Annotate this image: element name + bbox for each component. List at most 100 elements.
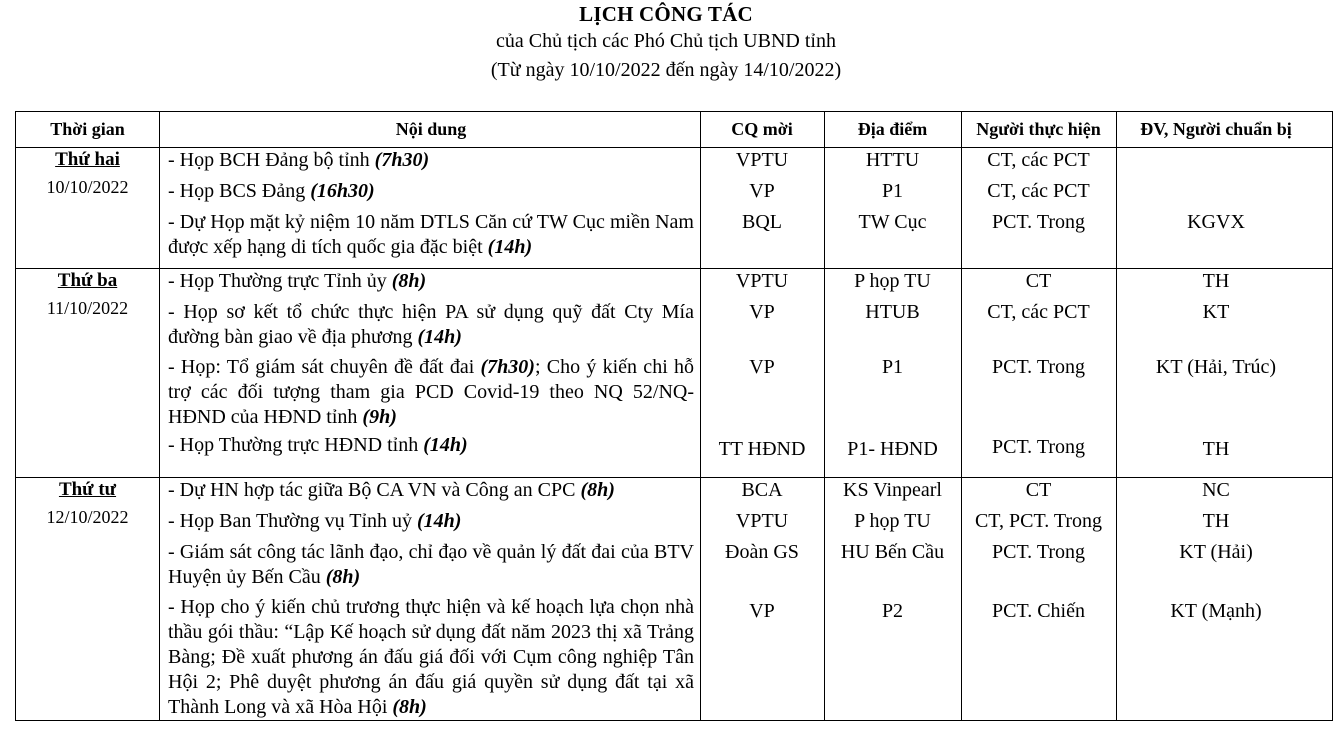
item-exec: CT, các PCT [987,149,1090,171]
list-item: - Dự HN hợp tác giữa Bộ CA VN và Công an… [160,478,1332,503]
item-text: - Dự Họp mặt kỷ niệm 10 năm DTLS Căn cứ … [168,211,694,258]
list-item: - Dự Họp mặt kỷ niệm 10 năm DTLS Căn cứ … [160,210,1332,260]
item-prep: KT [1202,301,1230,323]
item-exec: CT [1025,479,1052,501]
item-place: P họp TU [854,270,931,292]
day-date: 10/10/2022 [46,177,129,197]
item-text: - Họp BCS Đảng [168,180,311,202]
day-items: - Họp Thường trực Tỉnh ủy (8h) VPTU P họ… [159,268,1333,478]
item-org: VPTU [735,270,789,292]
item-exec: CT, PCT. Trong [974,510,1103,532]
col-header-org: CQ mời [731,119,793,139]
item-exec: CT, các PCT [987,180,1090,202]
item-prep [1116,179,1316,204]
day-items: - Dự HN hợp tác giữa Bộ CA VN và Công an… [159,477,1333,721]
item-exec: PCT. Trong [991,356,1085,378]
date-range: (Từ ngày 10/10/2022 đến ngày 14/10/2022) [490,59,842,81]
item-text: - Họp BCH Đảng bộ tỉnh [168,149,375,171]
item-exec: CT [1025,270,1052,292]
schedule-table: Thời gian Nội dung CQ mời Địa điểm Người… [15,111,1333,721]
item-text: - Họp sơ kết tổ chức thực hiện PA sử dụn… [168,301,694,348]
item-time: (14h) [417,510,462,532]
day-date: 12/10/2022 [46,507,129,527]
item-exec: PCT. Trong [991,436,1085,458]
document-header: LỊCH CÔNG TÁC của Chủ tịch các Phó Chủ t… [0,0,1332,85]
item-org: VP [749,180,775,202]
item-time: (16h30) [310,180,375,202]
item-prep: KT (Hải, Trúc) [1155,356,1277,378]
item-time: (8h) [325,566,361,588]
col-header-time: Thời gian [15,111,160,148]
date-cell: Thứ tư 12/10/2022 [15,477,160,721]
item-exec: CT, các PCT [987,301,1090,323]
item-prep: NC [1202,479,1230,501]
item-org: VPTU [735,149,789,171]
list-item: - Giám sát công tác lãnh đạo, chỉ đạo về… [160,540,1332,590]
item-org: VP [749,301,775,323]
col-header-content: Nội dung [395,119,467,139]
item-time: (14h) [487,236,533,258]
item-place: P2 [881,600,904,622]
list-item: - Họp: Tổ giám sát chuyên đề đất đai (7h… [160,355,1332,430]
item-text: - Họp: Tổ giám sát chuyên đề đất đai [168,356,481,378]
item-text: - Họp Thường trực Tỉnh ủy [168,270,392,292]
day-name: Thứ tư [58,479,117,500]
item-text: - Họp cho ý kiến chủ trương thực hiện và… [168,596,694,718]
item-text: - Họp Thường trực HĐND tỉnh [168,434,424,456]
item-prep: KT (Mạnh) [1170,600,1262,622]
item-time: (7h30) [374,149,430,171]
item-place: TW Cục [858,211,927,233]
item-place: P họp TU [854,510,931,532]
item-org: TT HĐND [718,438,806,460]
date-cell: Thứ ba 11/10/2022 [15,268,160,478]
item-text: - Họp Ban Thường vụ Tỉnh uỷ [168,510,418,532]
col-header-group: Nội dung CQ mời Địa điểm Người thực hiện… [159,111,1333,148]
item-org: VP [749,600,775,622]
item-place: P1 [881,356,904,378]
item-place: KS Vinpearl [843,479,942,501]
list-item: - Họp Thường trực Tỉnh ủy (8h) VPTU P họ… [160,269,1332,294]
day-date: 11/10/2022 [46,298,129,318]
day-name: Thứ ba [57,270,118,291]
item-prep: TH [1202,270,1230,292]
day-row-monday: Thứ hai 10/10/2022 - Họp BCH Đảng bộ tỉn… [15,147,1333,269]
item-exec: PCT. Chiến [992,600,1085,622]
day-row-tuesday: Thứ ba 11/10/2022 - Họp Thường trực Tỉnh… [15,268,1333,478]
item-place: HTTU [865,149,920,171]
item-time: (14h) [423,434,468,456]
item-org: BQL [742,211,782,233]
item-text-2: ; Cho ý kiến chi hỗ trợ các đối tượng th… [168,356,694,428]
day-items: - Họp BCH Đảng bộ tỉnh (7h30) VPTU HTTU … [159,147,1333,269]
list-item: - Họp Ban Thường vụ Tỉnh uỷ (14h) VPTU P… [160,509,1332,534]
list-item: - Họp cho ý kiến chủ trương thực hiện và… [160,595,1332,720]
page-title: LỊCH CÔNG TÁC [579,2,753,26]
page-subtitle: của Chủ tịch các Phó Chủ tịch UBND tỉnh [496,30,836,52]
item-place: P1- HĐND [847,438,938,460]
list-item: - Họp BCH Đảng bộ tỉnh (7h30) VPTU HTTU … [160,148,1332,173]
item-place: HTUB [865,301,920,323]
item-org: Đoàn GS [725,541,799,563]
item-place: HU Bến Cầu [840,541,945,563]
day-row-wednesday: Thứ tư 12/10/2022 - Dự HN hợp tác giữa B… [15,477,1333,721]
day-name: Thứ hai [55,149,120,170]
item-prep [1116,148,1316,173]
item-prep: TH [1202,438,1230,460]
item-time: (7h30) [480,356,535,378]
item-place: P1 [881,180,904,202]
item-time: (8h) [392,696,427,718]
list-item: - Họp sơ kết tổ chức thực hiện PA sử dụn… [160,300,1332,350]
item-prep: KT (Hải) [1179,541,1253,563]
list-item: - Họp BCS Đảng (16h30) VP P1 CT, các PCT [160,179,1332,204]
col-header-prep: ĐV, Người chuẩn bị [1140,119,1292,139]
item-prep: KGVX [1187,211,1245,233]
table-header-row: Thời gian Nội dung CQ mời Địa điểm Người… [15,111,1333,148]
item-exec: PCT. Trong [991,541,1085,563]
item-org: VPTU [735,510,789,532]
item-org: VP [749,356,775,378]
item-time: (14h) [417,326,462,348]
col-header-place: Địa điểm [857,119,928,139]
item-org: BCA [741,479,783,501]
item-time-2: (9h) [362,406,397,428]
col-header-exec: Người thực hiện [976,119,1101,139]
date-cell: Thứ hai 10/10/2022 [15,147,160,269]
